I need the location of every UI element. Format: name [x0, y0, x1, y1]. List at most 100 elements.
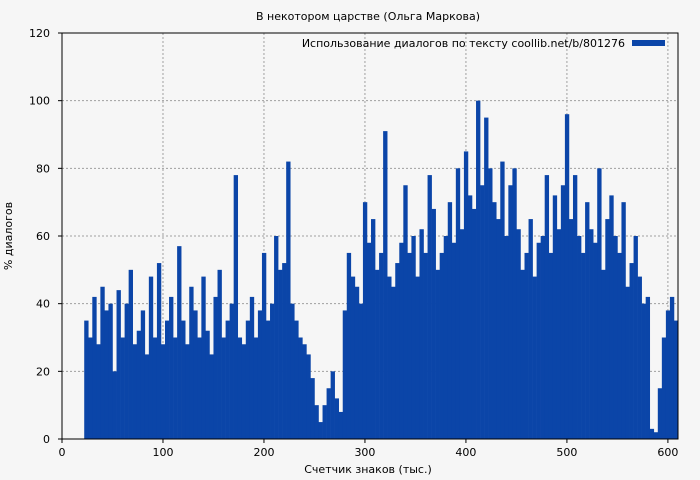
bar [391, 286, 396, 439]
bar [661, 337, 667, 439]
bar [471, 208, 477, 439]
x-tick-label: 400 [455, 446, 476, 459]
x-tick-label: 200 [253, 446, 274, 459]
bar [383, 131, 388, 439]
bar [338, 411, 344, 439]
bar [669, 296, 675, 439]
bar [427, 175, 432, 439]
y-tick-label: 80 [36, 162, 50, 175]
bar [189, 286, 194, 439]
bar [403, 185, 408, 439]
bar [467, 195, 473, 439]
bar [552, 195, 558, 439]
bar [492, 202, 497, 439]
bar [257, 310, 263, 439]
bar [435, 269, 440, 439]
bar [201, 276, 206, 439]
bar [480, 185, 485, 439]
bar [306, 354, 311, 439]
bar [193, 310, 198, 439]
bar [395, 263, 400, 439]
bar [104, 310, 109, 439]
bar [379, 252, 384, 439]
x-axis-ticks: 0 100 200 300 400 500 600 [59, 439, 678, 459]
bar [597, 168, 602, 440]
y-tick-label: 40 [36, 298, 50, 311]
bar [593, 242, 598, 439]
bar [581, 252, 586, 439]
x-tick-label: 0 [59, 446, 66, 459]
bar [516, 229, 521, 439]
bar [302, 344, 307, 439]
bar [112, 371, 117, 439]
bar [249, 296, 255, 439]
bar [407, 252, 412, 439]
bar [601, 269, 606, 439]
bar [560, 185, 566, 439]
bar [241, 344, 247, 439]
x-tick-label: 300 [354, 446, 375, 459]
y-tick-label: 100 [29, 95, 50, 108]
bar [221, 337, 226, 439]
bar [387, 276, 392, 439]
bar [318, 422, 323, 439]
bar [609, 195, 614, 439]
bar [556, 229, 562, 439]
bar [572, 175, 578, 439]
bar [673, 320, 678, 439]
bar [225, 320, 230, 439]
bar [100, 286, 105, 439]
y-tick-label: 20 [36, 365, 50, 378]
bar [496, 219, 501, 439]
bar [132, 344, 138, 439]
bar [617, 252, 622, 439]
bar [156, 263, 162, 439]
bars [84, 100, 678, 440]
bar [261, 252, 267, 439]
bar [169, 296, 174, 439]
bar [589, 229, 594, 439]
bar [282, 263, 287, 439]
bar [645, 296, 651, 439]
bar [459, 229, 465, 439]
bar [237, 337, 243, 439]
bar [245, 320, 251, 439]
y-tick-label: 120 [29, 27, 50, 40]
bar [625, 286, 630, 439]
bar [350, 276, 356, 439]
chart-title: В некотором царстве (Ольга Маркова) [256, 10, 480, 23]
bar [144, 354, 150, 439]
bar [564, 114, 570, 439]
y-tick-label: 60 [36, 230, 50, 243]
bar [649, 428, 655, 439]
bar [544, 175, 550, 439]
bar [641, 303, 646, 439]
bar [84, 320, 89, 439]
legend-entry-label: Использование диалогов по тексту coollib… [302, 37, 625, 50]
bar [375, 269, 380, 439]
bar [92, 296, 97, 439]
bar [419, 229, 424, 439]
bar [484, 117, 489, 439]
bar [524, 252, 529, 439]
bar [185, 344, 190, 439]
bar [120, 337, 125, 439]
bar [399, 242, 404, 439]
bar [152, 337, 158, 439]
bar [568, 219, 574, 439]
bar [229, 303, 234, 439]
bar [548, 252, 554, 439]
x-tick-label: 500 [556, 446, 577, 459]
bar [455, 168, 461, 440]
bar [488, 168, 493, 440]
bar [148, 276, 154, 439]
bar [366, 242, 372, 439]
bar [512, 168, 517, 440]
bar [354, 286, 360, 439]
bar [290, 303, 295, 439]
bar [657, 388, 663, 439]
bar [286, 161, 291, 440]
bar [326, 388, 331, 439]
bar [310, 378, 315, 439]
